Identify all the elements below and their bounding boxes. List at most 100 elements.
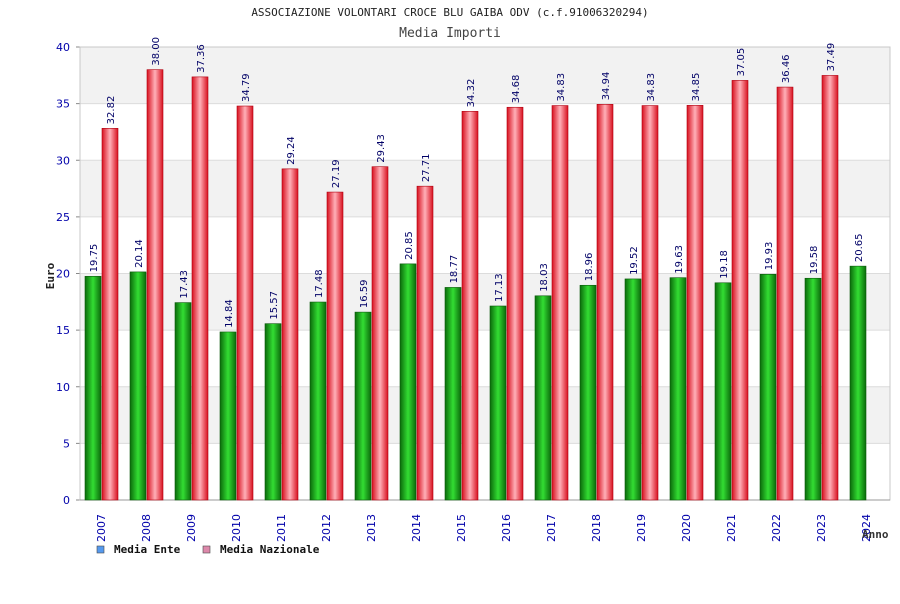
bar-media-nazionale-2010 <box>236 105 254 501</box>
data-label-media-ente-2015: 18.77 <box>449 255 460 284</box>
bar-media-ente-2013 <box>354 311 372 501</box>
grid-band <box>80 103 890 161</box>
bar-media-ente-2024 <box>849 265 867 501</box>
data-label-media-nazionale-2023: 37.49 <box>826 43 837 72</box>
bar-media-nazionale-2022 <box>776 86 794 501</box>
x-tick-label: 2010 <box>230 514 243 542</box>
legend-label-media-nazionale: Media Nazionale <box>220 543 320 556</box>
bar-media-nazionale-2017 <box>551 105 569 501</box>
legend-swatch-media-ente <box>96 545 105 554</box>
grid-band <box>80 160 890 217</box>
data-label-media-nazionale-2016: 34.68 <box>511 75 522 104</box>
x-tick-label: 2009 <box>185 514 198 542</box>
chart-title: ASSOCIAZIONE VOLONTARI CROCE BLU GAIBA O… <box>251 6 648 19</box>
data-label-media-ente-2010: 14.84 <box>224 299 235 328</box>
bar-media-ente-2009 <box>174 302 192 501</box>
y-tick-label: 15 <box>56 324 70 337</box>
data-label-media-nazionale-2012: 27.19 <box>331 159 342 188</box>
x-tick-label: 2023 <box>815 514 828 542</box>
bar-media-ente-2008 <box>129 271 147 501</box>
x-tick-label: 2015 <box>455 514 468 542</box>
bar-media-nazionale-2016 <box>506 106 524 501</box>
data-label-media-nazionale-2015: 34.32 <box>466 79 477 108</box>
bar-media-nazionale-2012 <box>326 191 344 501</box>
data-label-media-ente-2017: 18.03 <box>539 263 550 292</box>
grid-band <box>80 330 890 387</box>
x-tick-label: 2022 <box>770 514 783 542</box>
data-label-media-nazionale-2010: 34.79 <box>241 73 252 102</box>
bar-media-nazionale-2008 <box>146 69 164 501</box>
data-label-media-nazionale-2017: 34.83 <box>556 73 567 102</box>
data-label-media-ente-2016: 17.13 <box>494 273 505 302</box>
data-label-media-ente-2008: 20.14 <box>134 239 145 268</box>
bar-media-ente-2021 <box>714 282 732 501</box>
y-tick-label: 30 <box>56 154 70 167</box>
x-tick-label: 2011 <box>275 514 288 542</box>
data-label-media-nazionale-2011: 29.24 <box>286 136 297 165</box>
bar-media-nazionale-2011 <box>281 168 299 501</box>
bar-media-nazionale-2013 <box>371 166 389 501</box>
data-label-media-nazionale-2022: 36.46 <box>781 54 792 83</box>
bar-media-ente-2017 <box>534 295 552 501</box>
x-tick-label: 2021 <box>725 514 738 542</box>
data-label-media-nazionale-2021: 37.05 <box>736 48 747 77</box>
legend: Media Ente Media Nazionale <box>96 543 320 556</box>
y-axis-label: Euro <box>44 262 57 289</box>
data-label-media-ente-2019: 19.52 <box>629 246 640 275</box>
bar-media-ente-2010 <box>219 331 237 501</box>
bar-media-ente-2023 <box>804 277 822 501</box>
bar-media-nazionale-2023 <box>821 75 839 501</box>
x-tick-label: 2007 <box>95 514 108 542</box>
data-label-media-ente-2018: 18.96 <box>584 253 595 282</box>
x-tick-label: 2018 <box>590 514 603 542</box>
bar-media-ente-2012 <box>309 301 327 501</box>
data-label-media-ente-2022: 19.93 <box>764 242 775 271</box>
bar-media-nazionale-2015 <box>461 111 479 501</box>
legend-label-media-ente: Media Ente <box>114 543 181 556</box>
x-tick-label: 2014 <box>410 514 423 542</box>
bar-media-nazionale-2021 <box>731 80 749 501</box>
bar-media-nazionale-2007 <box>101 128 119 501</box>
data-label-media-nazionale-2014: 27.71 <box>421 154 432 183</box>
data-label-media-ente-2024: 20.65 <box>854 233 865 262</box>
data-label-media-ente-2021: 19.18 <box>719 250 730 279</box>
bar-media-ente-2019 <box>624 278 642 501</box>
bar-media-ente-2020 <box>669 277 687 501</box>
x-tick-label: 2016 <box>500 514 513 542</box>
grid-band <box>80 443 890 500</box>
data-label-media-ente-2013: 16.59 <box>359 279 370 308</box>
bar-media-ente-2018 <box>579 284 597 501</box>
grid-band <box>80 273 890 331</box>
y-tick-label: 10 <box>56 381 70 394</box>
bar-media-nazionale-2018 <box>596 104 614 501</box>
x-tick-label: 2019 <box>635 514 648 542</box>
data-label-media-ente-2012: 17.48 <box>314 269 325 298</box>
data-label-media-nazionale-2020: 34.85 <box>691 73 702 102</box>
data-label-media-ente-2007: 19.75 <box>89 244 100 273</box>
x-tick-label: 2020 <box>680 514 693 542</box>
y-tick-label: 20 <box>56 268 70 281</box>
data-label-media-ente-2023: 19.58 <box>809 246 820 275</box>
bar-media-ente-2014 <box>399 263 417 501</box>
x-tick-label: 2017 <box>545 514 558 542</box>
x-tick-label: 2008 <box>140 514 153 542</box>
data-label-media-nazionale-2019: 34.83 <box>646 73 657 102</box>
x-axis-label: Anno <box>862 528 889 541</box>
data-label-media-nazionale-2013: 29.43 <box>376 134 387 163</box>
x-tick-label: 2012 <box>320 514 333 542</box>
data-label-media-nazionale-2007: 32.82 <box>106 96 117 125</box>
grid-band <box>80 216 890 274</box>
x-tick-label: 2013 <box>365 514 378 542</box>
data-label-media-ente-2020: 19.63 <box>674 245 685 274</box>
bar-media-nazionale-2020 <box>686 105 704 501</box>
bar-media-ente-2007 <box>84 276 102 501</box>
bar-media-ente-2015 <box>444 287 462 501</box>
data-label-media-ente-2009: 17.43 <box>179 270 190 299</box>
data-label-media-nazionale-2018: 34.94 <box>601 72 612 101</box>
bar-media-ente-2016 <box>489 305 507 501</box>
legend-swatch-media-nazionale <box>202 545 211 554</box>
grid-band <box>80 386 890 444</box>
y-tick-label: 0 <box>63 494 70 507</box>
